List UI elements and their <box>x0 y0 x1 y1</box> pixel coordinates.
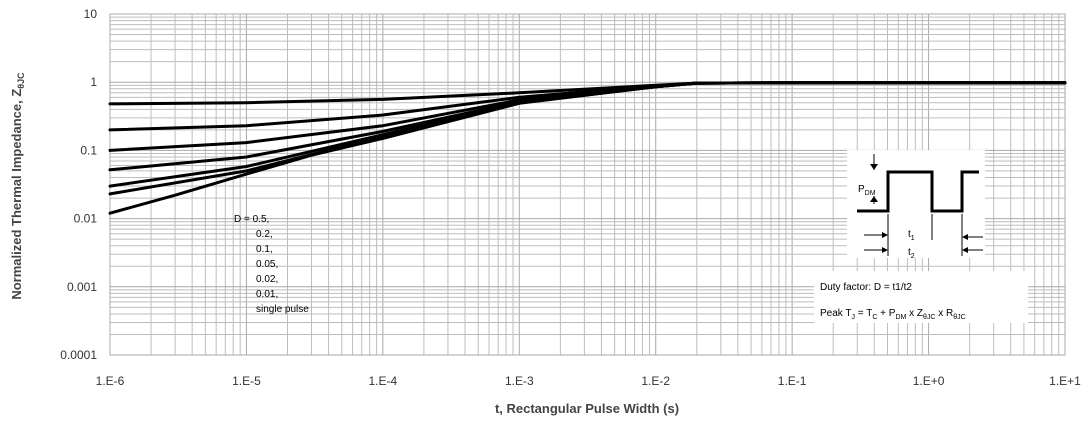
x-tick-label: 1.E+0 <box>913 374 945 388</box>
y-tick-label: 0.1 <box>80 143 97 157</box>
peak-sub-2: C <box>872 314 877 321</box>
series-line-7 <box>108 81 1067 215</box>
duty-factor-text: Duty factor: D = t1/t2 <box>820 282 912 293</box>
pdm-label-sub: DM <box>865 190 876 197</box>
pdm-label: PDM <box>858 184 876 197</box>
legend-line-2: 0.2, <box>256 229 273 240</box>
peak-sub-3: DM <box>895 314 906 321</box>
x-tick-label: 1.E-4 <box>369 374 398 388</box>
y-tick-label: 10 <box>84 7 98 21</box>
peak-sub-1: J <box>852 314 856 321</box>
x-axis-title: t, Rectangular Pulse Width (s) <box>495 401 679 416</box>
peak-sub-5: θJC <box>953 314 965 321</box>
t2-label-main: t <box>908 247 911 258</box>
pdm-arrowhead-bottom <box>870 196 878 202</box>
pdm-arrowhead-top <box>870 164 878 170</box>
series-group <box>108 81 1067 215</box>
legend-line-1: D = 0.5, <box>234 214 269 225</box>
peak-sub-4: θJC <box>923 314 935 321</box>
y-tick-label: 1 <box>90 75 97 89</box>
x-tick-label: 1.E-5 <box>232 374 261 388</box>
x-tick-label: 1.E+1 <box>1049 374 1081 388</box>
pulse-waveform <box>857 170 979 213</box>
x-tick-label: 1.E-2 <box>641 374 670 388</box>
peak-part-5: x R <box>935 308 953 319</box>
t2-label: t2 <box>908 247 915 260</box>
y-axis-title: Normalized Thermal Impedance, ZθJC <box>9 72 26 300</box>
legend-line-6: 0.01, <box>256 289 278 300</box>
pdm-label-main: P <box>858 184 865 195</box>
grid <box>109 13 1066 356</box>
t1-label-main: t <box>908 229 911 240</box>
pulse-diagram-inset: PDM t1 t2 <box>847 150 985 260</box>
y-axis-title-sub: θJC <box>16 72 26 89</box>
y-tick-label: 0.0001 <box>60 348 97 362</box>
peak-temperature-formula: Peak TJ = TC + PDM x ZθJC x RθJC <box>820 308 966 321</box>
peak-part-2: = T <box>855 308 872 319</box>
legend-line-7: single pulse <box>256 304 309 315</box>
y-axis-title-main: Normalized Thermal Impedance, Z <box>9 89 24 300</box>
t1-arrowhead-right <box>962 234 968 240</box>
peak-part-1: Peak T <box>820 308 852 319</box>
x-tick-label: 1.E-3 <box>505 374 534 388</box>
t2-arrowhead-left <box>882 247 888 253</box>
x-tick-label: 1.E-6 <box>96 374 125 388</box>
t1-label: t1 <box>908 229 915 242</box>
inset-background <box>847 150 985 258</box>
y-tick-label: 0.01 <box>74 212 98 226</box>
x-tick-label: 1.E-1 <box>778 374 807 388</box>
formula-background <box>814 271 1028 323</box>
legend-line-5: 0.02, <box>256 274 278 285</box>
y-tick-label: 0.001 <box>67 280 97 294</box>
t2-label-sub: 2 <box>911 253 915 260</box>
tick-labels: 1.E-6 1.E-5 1.E-4 1.E-3 1.E-2 1.E-1 1.E+0 1.E+1… <box>60 7 1081 388</box>
plot-frame <box>109 13 1066 356</box>
peak-part-3: + P <box>877 308 895 319</box>
peak-part-4: x Z <box>906 308 923 319</box>
t1-label-sub: 1 <box>911 235 915 242</box>
legend-line-3: 0.1, <box>256 244 273 255</box>
legend-line-4: 0.05, <box>256 259 278 270</box>
duty-legend: D = 0.5, 0.2, 0.1, 0.05, 0.02, 0.01, sin… <box>234 214 309 315</box>
t1-arrowhead <box>882 232 888 238</box>
t2-arrowhead-right <box>962 247 968 253</box>
